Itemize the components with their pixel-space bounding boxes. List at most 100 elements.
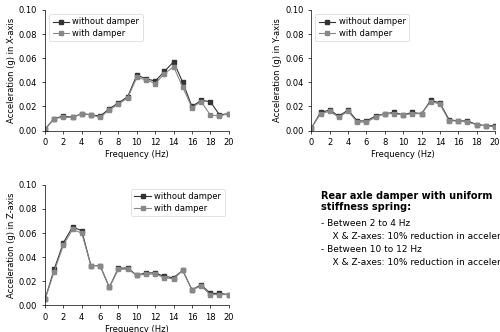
- without damper: [474, 123, 480, 126]
- with damper: [474, 123, 480, 126]
- X-axis label: Frequency (Hz): Frequency (Hz): [105, 325, 168, 332]
- without damper: [143, 271, 149, 275]
- with damper: [162, 276, 168, 280]
- with damper: [51, 270, 57, 274]
- without damper: [354, 119, 360, 123]
- with damper: [418, 112, 424, 116]
- without damper: [189, 105, 195, 109]
- with damper: [88, 113, 94, 117]
- without damper: [51, 267, 57, 271]
- with damper: [143, 272, 149, 276]
- without damper: [106, 286, 112, 290]
- with damper: [198, 284, 204, 288]
- without damper: [382, 112, 388, 116]
- without damper: [42, 297, 48, 301]
- with damper: [410, 112, 416, 116]
- without damper: [97, 114, 103, 118]
- with damper: [400, 113, 406, 117]
- with damper: [97, 264, 103, 268]
- with damper: [51, 117, 57, 121]
- with damper: [78, 231, 84, 235]
- with damper: [88, 264, 94, 268]
- without damper: [152, 271, 158, 275]
- without damper: [60, 114, 66, 118]
- without damper: [116, 266, 121, 270]
- with damper: [364, 120, 370, 124]
- without damper: [226, 292, 232, 296]
- with damper: [70, 227, 75, 231]
- with damper: [198, 100, 204, 104]
- with damper: [134, 75, 140, 79]
- with damper: [326, 109, 332, 113]
- with damper: [354, 120, 360, 124]
- Line: with damper: with damper: [43, 227, 231, 301]
- without damper: [70, 225, 75, 229]
- without damper: [78, 112, 84, 116]
- with damper: [216, 114, 222, 118]
- with damper: [152, 82, 158, 86]
- without damper: [456, 119, 462, 123]
- without damper: [189, 288, 195, 292]
- with damper: [437, 102, 443, 106]
- without damper: [60, 241, 66, 245]
- with damper: [180, 85, 186, 89]
- with damper: [391, 112, 397, 116]
- Y-axis label: Acceleration (g) in Y-axis: Acceleration (g) in Y-axis: [274, 18, 282, 122]
- without damper: [216, 113, 222, 117]
- without damper: [326, 108, 332, 112]
- Legend: without damper, with damper: without damper, with damper: [49, 14, 143, 41]
- without damper: [318, 111, 324, 115]
- with damper: [208, 292, 214, 296]
- with damper: [106, 108, 112, 112]
- without damper: [336, 114, 342, 118]
- without damper: [78, 229, 84, 233]
- without damper: [134, 273, 140, 277]
- Y-axis label: Acceleration (g) in X-axis: Acceleration (g) in X-axis: [7, 18, 16, 123]
- Line: without damper: without damper: [309, 98, 497, 130]
- Legend: without damper, with damper: without damper, with damper: [316, 14, 409, 41]
- with damper: [60, 243, 66, 247]
- without damper: [308, 126, 314, 130]
- with damper: [226, 112, 232, 116]
- with damper: [456, 119, 462, 123]
- without damper: [418, 112, 424, 116]
- with damper: [216, 292, 222, 296]
- with damper: [336, 115, 342, 119]
- without damper: [116, 101, 121, 105]
- with damper: [180, 269, 186, 273]
- X-axis label: Frequency (Hz): Frequency (Hz): [372, 150, 435, 159]
- without damper: [345, 108, 351, 112]
- without damper: [134, 73, 140, 77]
- without damper: [97, 264, 103, 268]
- without damper: [162, 69, 168, 73]
- with damper: [170, 65, 176, 69]
- with damper: [372, 115, 378, 119]
- without damper: [180, 80, 186, 84]
- without damper: [124, 266, 130, 270]
- with damper: [162, 72, 168, 76]
- without damper: [106, 107, 112, 111]
- without damper: [124, 95, 130, 99]
- with damper: [464, 120, 470, 124]
- with damper: [446, 119, 452, 123]
- without damper: [391, 111, 397, 115]
- without damper: [208, 291, 214, 295]
- Text: Rear axle damper with uniform stiffness spring:: Rear axle damper with uniform stiffness …: [320, 191, 492, 212]
- with damper: [226, 292, 232, 296]
- with damper: [116, 267, 121, 271]
- X-axis label: Frequency (Hz): Frequency (Hz): [105, 150, 168, 159]
- without damper: [198, 283, 204, 287]
- with damper: [60, 115, 66, 119]
- Line: without damper: without damper: [43, 60, 231, 131]
- without damper: [372, 114, 378, 118]
- Line: with damper: with damper: [43, 64, 231, 131]
- with damper: [189, 106, 195, 110]
- with damper: [42, 127, 48, 131]
- without damper: [492, 124, 498, 128]
- without damper: [400, 113, 406, 117]
- without damper: [483, 124, 489, 128]
- with damper: [97, 115, 103, 119]
- without damper: [437, 101, 443, 105]
- with damper: [143, 78, 149, 82]
- with damper: [124, 96, 130, 100]
